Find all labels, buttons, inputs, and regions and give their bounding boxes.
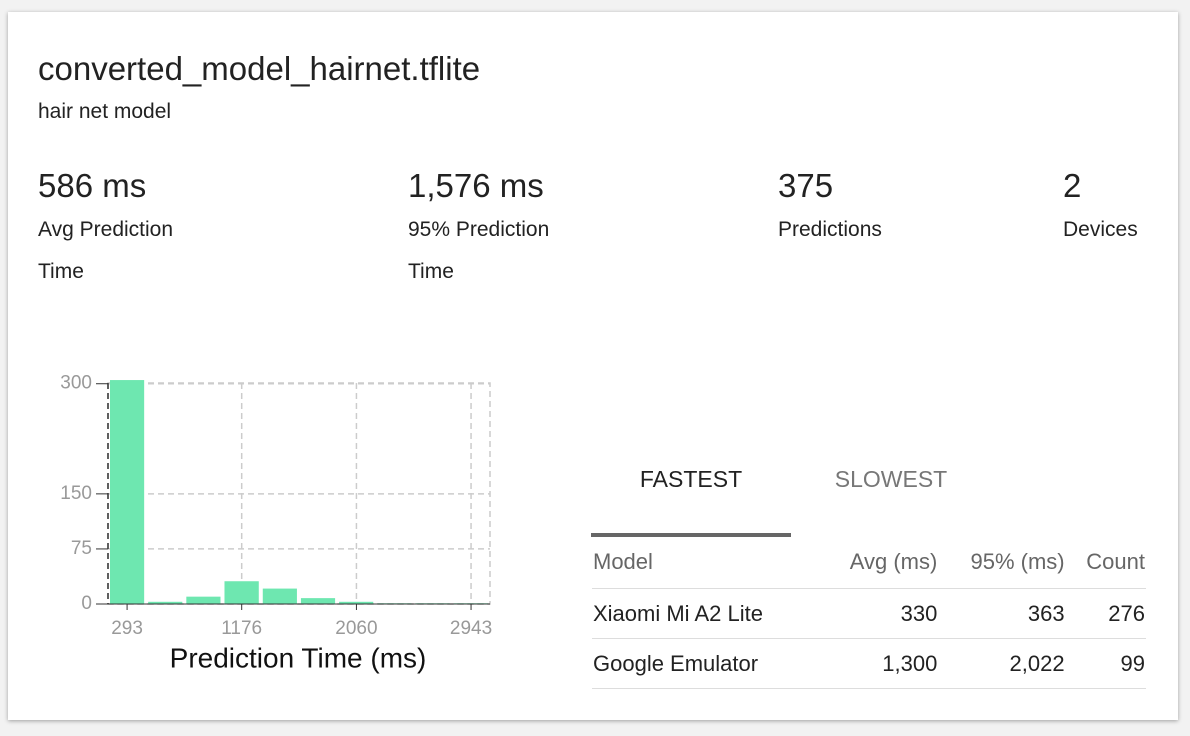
stat: 2 Devices (1063, 167, 1173, 251)
histogram: Prediction Time (ms) 0 75 150 300 293 1176 206… (60, 373, 492, 674)
x-tick-label: 2943 (450, 618, 492, 639)
x-tick-label: 293 (111, 618, 143, 639)
stat-value: 2 (1063, 167, 1082, 204)
cell: Google Emulator (592, 638, 820, 689)
column-header: Count (1065, 536, 1146, 589)
bar (186, 596, 221, 604)
x-tick-label: 1176 (221, 618, 262, 639)
tab[interactable]: FASTEST (591, 466, 791, 537)
title: converted_model_hairnet.tflite (38, 50, 481, 87)
cell: 1,300 (819, 638, 939, 689)
stat-label: Predictions (778, 218, 882, 241)
bar (262, 588, 297, 604)
bar (110, 380, 145, 604)
stat-value: 375 (778, 167, 834, 204)
column-header: Avg (ms) (819, 536, 939, 589)
cell: 276 (1065, 588, 1146, 639)
bar (148, 601, 183, 604)
cell: 99 (1065, 638, 1146, 689)
stat: 1,576 ms 95% Prediction Time (408, 167, 588, 293)
bar (300, 598, 336, 604)
y-tick-label: 150 (60, 483, 92, 504)
bar (224, 581, 259, 604)
stat: 375 Predictions (778, 167, 978, 251)
stat-label: Avg Prediction Time (38, 218, 174, 283)
x-axis-label: Prediction Time (ms) (170, 642, 427, 673)
stat-label: Devices (1063, 218, 1138, 241)
tab[interactable]: SLOWEST (834, 466, 948, 492)
cell: 363 (938, 588, 1066, 639)
header-row: Model Avg (ms) 95% (ms) Count (592, 536, 1146, 589)
cell: Xiaomi Mi A2 Lite (592, 588, 820, 639)
y-tick-label: 300 (60, 373, 92, 394)
column-header: 95% (ms) (938, 536, 1066, 589)
stat-value: 586 ms (38, 167, 147, 204)
x-tick-label: 2060 (335, 618, 377, 639)
cell: 330 (819, 588, 939, 639)
cell: 2,022 (938, 638, 1066, 689)
row: Google Emulator 1,300 2,022 99 (592, 638, 1146, 689)
stat-value: 1,576 ms (408, 167, 544, 204)
subtitle: hair net model (38, 100, 172, 123)
row: Xiaomi Mi A2 Lite 330 363 276 (592, 588, 1146, 639)
table: Model Avg (ms) 95% (ms) Count Xiaomi Mi A2 … (592, 536, 1146, 689)
y-tick-label: 75 (71, 538, 92, 559)
stat: 586 ms Avg Prediction Time (38, 167, 218, 293)
bar (339, 601, 374, 604)
column-header: Model (592, 536, 820, 589)
y-tick-label: 0 (81, 593, 92, 614)
stat-label: 95% Prediction Time (408, 218, 550, 283)
